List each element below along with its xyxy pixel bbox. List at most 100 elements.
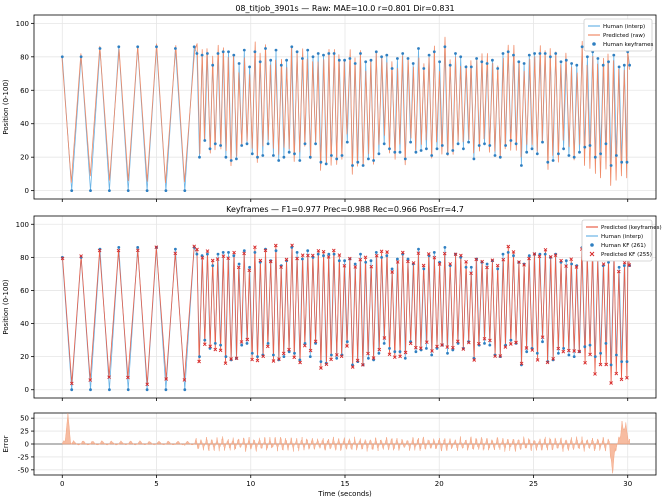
human-kf-point	[588, 343, 592, 347]
human-keyframe-point	[475, 57, 478, 60]
human-keyframe-point	[557, 152, 560, 156]
human-keyframe-point	[406, 57, 410, 60]
human-keyframe-point	[200, 53, 204, 57]
human-kf-point	[485, 262, 489, 266]
human-keyframe-point	[382, 142, 386, 146]
plot-area-2	[60, 243, 632, 392]
human-kf-point	[509, 338, 513, 342]
predicted-kf-cross	[218, 348, 223, 353]
human-kf-point	[557, 351, 560, 355]
predicted-kf-cross	[385, 250, 389, 254]
human-kf-point	[617, 265, 621, 269]
human-keyframe-point	[551, 159, 555, 162]
y-tick-label: 60	[20, 287, 29, 295]
human-kf-point	[403, 356, 407, 360]
human-keyframe-point	[322, 53, 325, 57]
predicted-kf-cross	[205, 249, 210, 253]
human-kf-point	[430, 353, 434, 357]
human-kf-point	[213, 342, 217, 345]
human-kf-point	[527, 254, 531, 258]
y-tick-label: -25	[18, 453, 29, 461]
human-keyframe-point	[509, 139, 513, 142]
predicted-kf-cross	[265, 344, 270, 349]
human-keyframe-point	[224, 155, 228, 159]
human-keyframe-point	[612, 53, 616, 57]
human-kf-point	[195, 252, 199, 256]
predicted-kf-cross	[551, 356, 556, 361]
predicted-kf-cross	[514, 340, 518, 345]
human-kf-point	[216, 252, 220, 256]
human-kf-point	[374, 251, 378, 254]
human-kf-point	[417, 247, 420, 251]
predicted-kf-cross	[406, 259, 410, 264]
human-keyframe-point	[514, 142, 518, 146]
predicted-kf-cross	[371, 356, 376, 360]
human-kf-point	[295, 251, 299, 254]
y-axis-label: Position (0-100)	[2, 79, 10, 135]
axes-1: 0 20 40 60 80 100 Keyframes — F1=0.977 Prec=0.…	[2, 205, 657, 401]
legend-label: Human keyframes	[603, 42, 654, 48]
human-keyframe-point	[145, 189, 149, 193]
predicted-kf-cross	[508, 342, 513, 346]
human-kf-point	[385, 254, 389, 258]
predicted-kf-cross	[273, 243, 278, 248]
predicted-kf-cross	[532, 252, 537, 256]
human-keyframe-point	[485, 62, 489, 65]
human-keyframe-point	[488, 144, 492, 147]
predicted-kf-cross	[281, 351, 286, 356]
predicted-kf-cross	[253, 245, 257, 250]
human-kf-point	[570, 262, 573, 266]
predicted-kf-cross	[215, 257, 220, 261]
predicted-kf-cross	[488, 338, 492, 343]
human-kf-point	[398, 350, 402, 354]
human-kf-point	[343, 259, 346, 263]
human-keyframe-point	[261, 154, 265, 157]
predicted-kf-cross	[418, 346, 423, 351]
predicted-keyframes-line	[62, 244, 630, 385]
predicted-kf-cross	[609, 381, 613, 385]
human-keyframe-point	[367, 157, 370, 161]
human-kf-point	[625, 360, 629, 363]
axes-2: -50 -25 0 25 50 Error 0 5 10 15 20 25 30 Time (second…	[2, 412, 657, 498]
human-keyframe-point	[356, 160, 360, 164]
human-kf-point	[240, 343, 244, 347]
human-keyframe-point	[206, 52, 209, 55]
predicted-kf-cross	[292, 355, 297, 360]
human-kf-point	[221, 251, 225, 254]
human-keyframe-point	[221, 50, 225, 54]
predicted-kf-cross	[261, 354, 266, 359]
human-keyframe-point	[337, 58, 341, 62]
y-tick-label: 25	[20, 428, 29, 436]
human-keyframe-point	[372, 159, 375, 162]
human-kf-point	[496, 267, 500, 271]
predicted-kf-cross	[461, 347, 466, 351]
human-kf-point	[353, 262, 357, 266]
human-kf-point	[337, 259, 341, 263]
human-keyframe-point	[277, 159, 281, 162]
human-kf-point	[89, 388, 92, 392]
x-tick-label: 30	[623, 480, 632, 488]
y-tick-label: 60	[20, 87, 29, 95]
predicted-kf-cross	[232, 250, 236, 255]
y-axis-label: Error	[2, 435, 10, 452]
human-keyframe-point	[335, 157, 339, 161]
predicted-kf-cross	[197, 359, 201, 364]
predicted-kf-cross	[517, 260, 521, 264]
human-kf-point	[253, 251, 257, 254]
predicted-kf-cross	[245, 337, 250, 342]
human-keyframe-point	[245, 142, 249, 146]
human-kf-point	[70, 388, 74, 392]
human-kf-point	[174, 247, 177, 251]
human-kf-point	[266, 342, 270, 345]
human-keyframe-point	[440, 144, 444, 147]
predicted-kf-cross	[440, 343, 444, 347]
predicted-kf-cross	[619, 377, 624, 382]
predicted-kf-cross	[360, 362, 365, 367]
human-keyframe-point	[136, 45, 140, 49]
plot-area-3	[61, 413, 630, 474]
human-keyframe-point	[554, 52, 558, 55]
predicted-kf-cross	[622, 260, 627, 265]
human-keyframe-point	[543, 52, 547, 55]
predicted-kf-cross	[530, 348, 535, 352]
predicted-kf-cross	[250, 357, 254, 362]
